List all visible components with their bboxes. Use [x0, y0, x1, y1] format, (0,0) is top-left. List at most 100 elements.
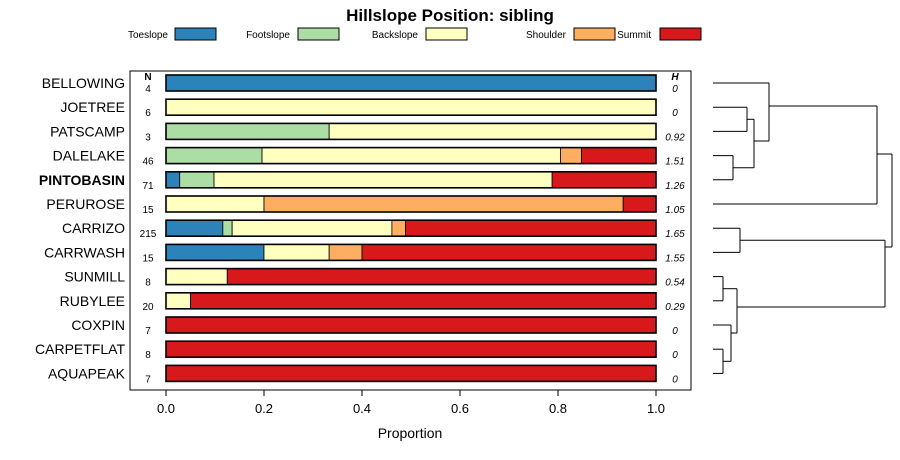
h-header: H: [671, 72, 679, 83]
n-value-carpetflat: 8: [145, 350, 151, 361]
bar-segment-rubylee-summit: [190, 292, 657, 310]
bar-segment-dalelake-backslope: [261, 147, 561, 165]
x-tick-label: 0.2: [255, 401, 273, 416]
bar-segment-carrizo-summit: [405, 219, 657, 237]
h-value-pintobasin: 1.26: [665, 181, 685, 192]
n-header: N: [144, 72, 151, 83]
n-value-dalelake: 46: [142, 157, 154, 168]
legend-swatch-summit: [659, 27, 702, 41]
bar-segment-dalelake-summit: [581, 147, 657, 165]
h-value-aquapeak: 0: [672, 374, 678, 385]
x-tick-label: 0.8: [549, 401, 567, 416]
legend-label-backslope: Backslope: [372, 30, 419, 41]
row-label-carrizo: CARRIZO: [62, 220, 125, 236]
n-value-perurose: 15: [142, 205, 154, 216]
legend: Toeslope Footslope Backslope Shoulder Summit: [128, 27, 702, 41]
row-label-dalelake: DALELAKE: [53, 148, 125, 164]
legend-label-shoulder: Shoulder: [526, 30, 567, 41]
n-value-bellowing: 4: [145, 84, 151, 95]
bar-outline-carrizo: [165, 219, 657, 237]
bar-segment-carpetflat-summit: [165, 340, 657, 358]
bar-segment-carrwash-summit: [361, 243, 657, 261]
bar-segment-dalelake-shoulder: [560, 147, 582, 165]
legend-swatch-shoulder: [573, 27, 616, 41]
row-label-coxpin: COXPIN: [71, 317, 125, 333]
bar-outline-sunmill: [165, 267, 657, 286]
row-label-rubylee: RUBYLEE: [60, 293, 125, 309]
h-value-perurose: 1.05: [665, 205, 685, 216]
n-value-carrwash: 15: [142, 253, 154, 264]
h-value-dalelake: 1.51: [665, 157, 684, 168]
h-value-patscamp: 0.92: [665, 132, 685, 143]
row-label-joetree: JOETREE: [60, 99, 125, 115]
bar-outline-aquapeak: [165, 364, 657, 383]
dendrogram: [713, 82, 893, 374]
h-value-carpetflat: 0: [672, 350, 678, 361]
x-axis-label: Proportion: [378, 425, 443, 441]
bar-segment-sunmill-backslope: [165, 268, 228, 286]
h-value-coxpin: 0: [672, 326, 678, 337]
bar-segment-carrwash-shoulder: [328, 243, 363, 261]
x-tick-label: 1.0: [647, 401, 665, 416]
bar-outline-bellowing: [165, 74, 657, 92]
bar-segment-perurose-shoulder: [263, 195, 624, 213]
bar-outline-dalelake: [165, 146, 657, 165]
bar-segment-pintobasin-backslope: [213, 171, 553, 189]
row-label-pintobasin: PINTOBASIN: [39, 172, 125, 188]
bar-segment-aquapeak-summit: [165, 364, 657, 382]
bar-outline-carpetflat: [165, 340, 657, 359]
h-value-sunmill: 0.54: [665, 278, 685, 289]
bar-segment-carrizo-shoulder: [391, 219, 407, 237]
legend-swatch-footslope: [297, 27, 340, 41]
row-label-aquapeak: AQUAPEAK: [48, 365, 126, 381]
bar-outline-joetree: [165, 98, 657, 116]
legend-swatch-toeslope: [174, 27, 217, 41]
n-value-rubylee: 20: [142, 302, 154, 313]
bar-outline-rubylee: [165, 291, 657, 310]
bar-segment-perurose-summit: [622, 195, 657, 213]
n-value-coxpin: 7: [145, 326, 151, 337]
x-tick-label: 0.4: [353, 401, 371, 416]
h-value-carrwash: 1.55: [665, 253, 685, 264]
bar-segment-pintobasin-toeslope: [165, 171, 181, 189]
h-value-joetree: 0: [672, 108, 678, 119]
bar-outline-patscamp: [165, 122, 657, 141]
n-value-joetree: 6: [145, 108, 151, 119]
chart-title: Hillslope Position: sibling: [346, 6, 554, 25]
h-value-bellowing: 0: [672, 84, 678, 95]
row-label-bellowing: BELLOWING: [42, 75, 125, 91]
n-value-patscamp: 3: [145, 132, 151, 143]
bar-segment-patscamp-footslope: [165, 123, 330, 140]
legend-label-toeslope: Toeslope: [128, 30, 168, 41]
bar-outline-coxpin: [165, 316, 657, 334]
legend-label-summit: Summit: [617, 30, 651, 41]
n-value-sunmill: 8: [145, 278, 151, 289]
plot-frame: [129, 70, 692, 391]
bar-segment-carrwash-backslope: [263, 243, 330, 261]
bar-segment-coxpin-summit: [165, 316, 657, 334]
bar-outline-carrwash: [165, 243, 657, 262]
bar-outline-perurose: [165, 195, 657, 213]
legend-swatch-backslope: [425, 27, 468, 41]
bar-segment-rubylee-backslope: [165, 292, 191, 310]
n-value-carrizo: 215: [140, 229, 157, 240]
row-label-carpetflat: CARPETFLAT: [35, 341, 125, 357]
bar-segment-carrizo-toeslope: [165, 219, 224, 237]
row-label-perurose: PERUROSE: [46, 196, 125, 212]
bar-segment-sunmill-summit: [226, 268, 657, 286]
h-value-carrizo: 1.65: [665, 229, 685, 240]
x-tick-label: 0.0: [157, 401, 175, 416]
legend-label-footslope: Footslope: [246, 30, 290, 41]
x-tick-label: 0.6: [451, 401, 469, 416]
row-label-sunmill: SUNMILL: [64, 269, 125, 285]
bar-segment-patscamp-backslope: [328, 123, 657, 140]
bar-segment-perurose-backslope: [165, 195, 265, 213]
bar-segment-bellowing-toeslope: [165, 74, 657, 92]
h-value-rubylee: 0.29: [665, 302, 685, 313]
row-label-carrwash: CARRWASH: [44, 244, 125, 260]
row-label-patscamp: PATSCAMP: [50, 123, 125, 139]
x-axis: 0.0 0.2 0.4 0.6 0.8 1.0: [157, 390, 665, 416]
bar-segment-pintobasin-summit: [551, 171, 657, 189]
bar-segment-joetree-backslope: [165, 98, 657, 116]
